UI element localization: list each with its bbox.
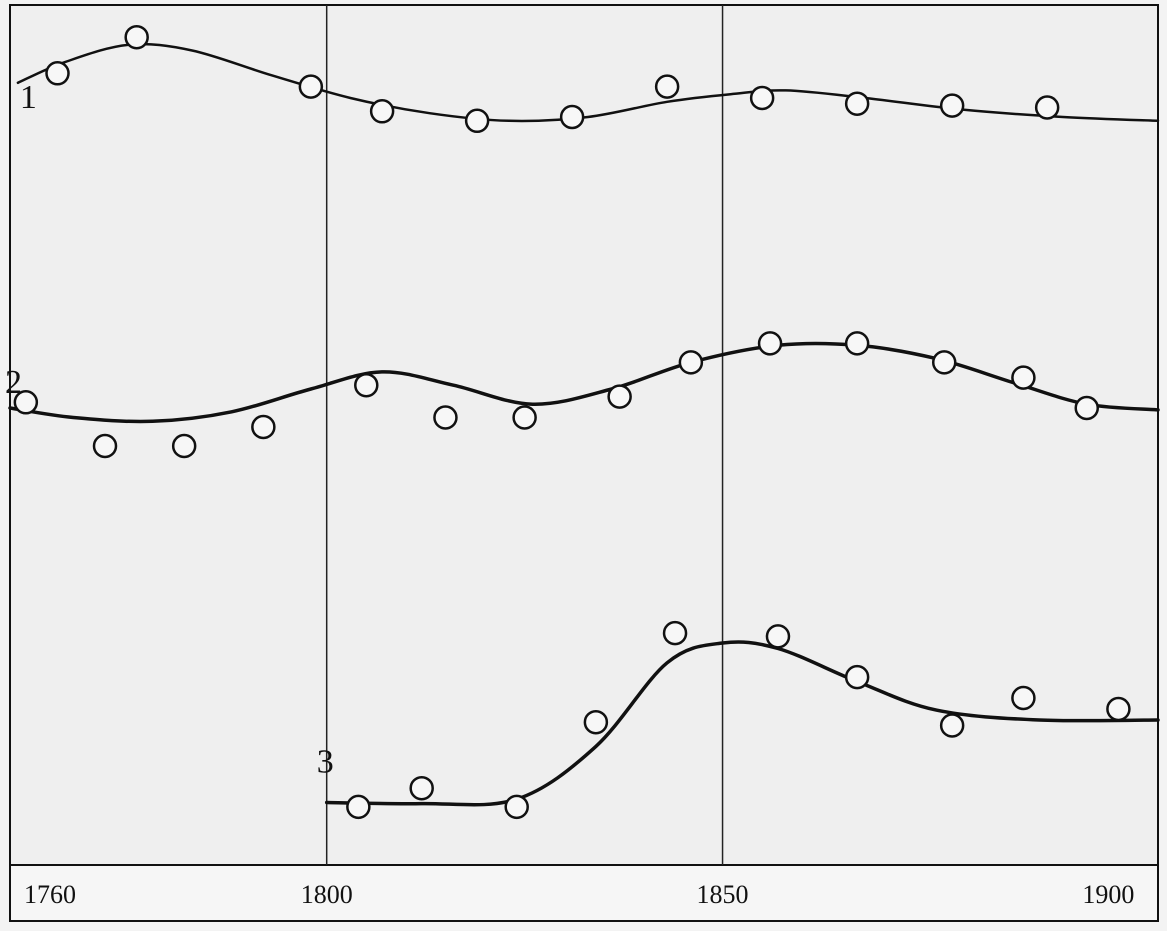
series-2-point-13: [1074, 395, 1099, 421]
series-3-point-5: [765, 624, 791, 649]
series-3-point-8: [1011, 685, 1036, 711]
series-1-point-4: [464, 108, 490, 134]
series-2-point-12: [1011, 365, 1036, 390]
series-2-point-10: [844, 331, 870, 356]
series-3-point-3: [583, 709, 609, 735]
x-tick-label-1760: 1760: [24, 880, 76, 909]
series-2-point-0: [13, 390, 39, 415]
series-2-point-11: [931, 350, 957, 375]
series-1-point-1: [124, 24, 149, 50]
series-1-point-9: [939, 93, 965, 118]
series-3-point-9: [1106, 696, 1131, 722]
x-tick-labels: 1760 1800 1850 1900: [24, 880, 1134, 909]
x-tick-label-1900: 1900: [1082, 880, 1134, 909]
series-3-point-2: [504, 794, 529, 820]
series-1-point-2: [298, 74, 324, 99]
series-1-point-0: [45, 61, 70, 86]
series-1-point-8: [844, 91, 870, 116]
series-2-point-4: [354, 372, 379, 398]
data-markers: [13, 24, 1131, 820]
series-2-point-3: [251, 414, 276, 440]
series-1-label: 1: [20, 79, 37, 116]
series-3-curve: [324, 640, 1160, 807]
grid-lines: [325, 5, 724, 865]
series-2-point-1: [92, 433, 118, 459]
series-2-label: 2: [5, 364, 22, 401]
series-3-point-7: [939, 713, 965, 738]
series-3-point-6: [844, 664, 870, 690]
series-1-point-5: [559, 104, 585, 130]
series-1-point-7: [749, 85, 775, 111]
series-2-point-9: [757, 331, 783, 356]
series-2-point-7: [607, 384, 632, 409]
series-3-point-4: [662, 620, 688, 646]
series-3-point-0: [346, 794, 371, 820]
series-2-curve: [8, 341, 1160, 424]
series-labels: 1 2 3: [5, 79, 334, 781]
series-1-point-10: [1034, 95, 1060, 120]
series-3-label: 3: [317, 744, 334, 781]
series-2-point-8: [678, 350, 704, 375]
series-1-point-3: [369, 99, 395, 124]
series-2-point-5: [433, 405, 458, 430]
series-3-point-1: [409, 775, 434, 801]
series-2-point-2: [171, 433, 197, 459]
series-1-point-6: [654, 74, 680, 99]
series-2-point-6: [512, 405, 537, 430]
x-tick-label-1800: 1800: [301, 880, 353, 909]
x-axis-label-band: [9, 864, 1159, 922]
x-tick-label-1850: 1850: [697, 880, 749, 909]
